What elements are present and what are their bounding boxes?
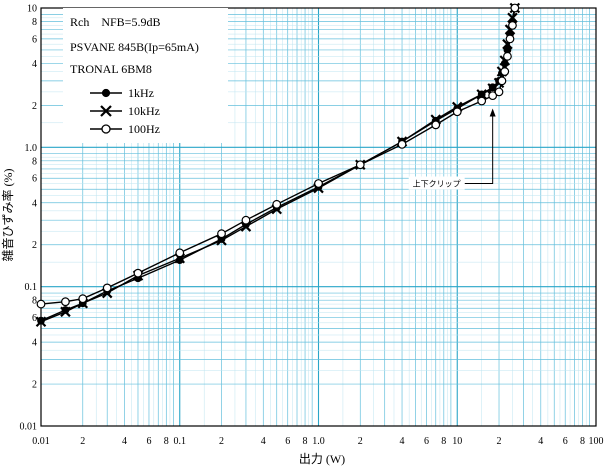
- y-tick-label: 2: [32, 101, 37, 112]
- data-point-100Hz: [494, 87, 504, 97]
- x-tick-label: 8: [164, 436, 169, 447]
- data-point-100Hz: [102, 283, 112, 293]
- data-point-100Hz: [133, 268, 143, 278]
- x-tick-label: 6: [146, 436, 151, 447]
- data-point-100Hz: [510, 3, 520, 13]
- data-point-100Hz: [61, 297, 70, 307]
- note-driver-tube: TRONAL 6BM8: [70, 62, 152, 76]
- x-tick-label: 100: [589, 436, 604, 447]
- y-tick-label: 4: [32, 338, 37, 349]
- data-point-100Hz: [314, 179, 323, 188]
- data-point-10kHz: [507, 12, 518, 24]
- y-tick-label: 4: [32, 198, 37, 209]
- x-tick-label: 8: [441, 436, 446, 447]
- y-tick-label: 8: [32, 156, 37, 167]
- data-point-100Hz: [452, 107, 462, 117]
- legend-label-1khz: 1kHz: [128, 86, 154, 100]
- legend-marker-100hz: [101, 124, 111, 134]
- data-point-100Hz: [431, 120, 441, 130]
- data-point-100Hz: [355, 160, 365, 170]
- x-tick-label: 2: [497, 436, 502, 447]
- data-point-10kHz: [216, 235, 227, 246]
- data-point-100Hz: [497, 76, 507, 86]
- x-tick-label: 0.01: [32, 436, 50, 447]
- x-tick-label: 10: [452, 436, 462, 447]
- x-tick-label: 4: [538, 436, 543, 447]
- data-point-10kHz: [60, 306, 71, 318]
- x-axis-title: 出力 (W): [299, 452, 345, 466]
- data-point-100Hz: [175, 248, 185, 258]
- legend-marker-10khz: [100, 105, 112, 117]
- x-tick-label: 2: [219, 436, 224, 447]
- data-point-100Hz: [488, 91, 498, 101]
- y-tick-label: 2: [32, 240, 37, 251]
- annotation-label: 上下クリップ: [413, 180, 461, 189]
- data-point-10kHz: [240, 221, 252, 232]
- y-tick-label: 6: [32, 174, 37, 185]
- note-output-tube: PSVANE 845B(Ip=65mA): [70, 40, 199, 54]
- annotation-label-bg: [408, 176, 465, 190]
- x-tick-label: 4: [400, 436, 405, 447]
- y-tick-label: 8: [32, 17, 37, 28]
- x-tick-label: 4: [122, 436, 127, 447]
- data-point-100Hz: [241, 215, 251, 225]
- y-tick-label: 1.0: [25, 143, 38, 154]
- x-tick-label: 6: [424, 436, 429, 447]
- clip-annotation: 上下クリップ: [408, 108, 496, 190]
- data-point-100Hz: [505, 34, 515, 44]
- data-point-100Hz: [503, 51, 512, 61]
- legend: 1kHz 10kHz 100Hz: [90, 86, 160, 136]
- legend-label-10khz: 10kHz: [128, 104, 160, 118]
- series-100Hz: [36, 3, 520, 309]
- x-tick-label: 2: [358, 436, 363, 447]
- y-tick-label: 6: [32, 313, 37, 324]
- x-tick-label: 8: [580, 436, 585, 447]
- data-point-10kHz: [476, 89, 487, 100]
- y-axis-title: 雑音ひずみ率 (%): [0, 169, 15, 262]
- y-tick-label: 6: [32, 34, 37, 45]
- note-nfb: Rch NFB=5.9dB: [70, 15, 160, 29]
- data-point-100Hz: [500, 67, 510, 76]
- tick-labels: 0.01 2 4 6 8 0.1 2 4 6 8 1.0 2 4 6 8 10 2 4 6 8 1000.0124680…: [20, 4, 604, 448]
- y-tick-label: 0.01: [20, 422, 38, 433]
- x-tick-label: 2: [80, 436, 85, 447]
- x-tick-label: 6: [563, 436, 568, 447]
- x-tick-label: 8: [303, 436, 308, 447]
- data-point-100Hz: [36, 299, 46, 309]
- x-tick-label: 4: [261, 436, 266, 447]
- annotation-leader: [464, 114, 494, 185]
- x-tick-label: 0.1: [174, 436, 187, 447]
- data-point-100Hz: [78, 294, 88, 304]
- data-point-100Hz: [272, 199, 282, 209]
- series-lines: [35, 2, 521, 328]
- plot-border: [40, 7, 597, 427]
- data-point-100Hz: [217, 229, 226, 239]
- y-tick-label: 2: [32, 380, 37, 391]
- plot-frame: [40, 7, 597, 427]
- data-point-100Hz: [397, 139, 407, 149]
- legend-marker-1khz: [101, 88, 111, 98]
- data-point-100Hz: [508, 21, 517, 30]
- x-tick-label: 1.0: [312, 436, 325, 447]
- y-tick-label: 10: [27, 4, 37, 15]
- legend-label-100hz: 100Hz: [128, 122, 160, 136]
- data-point-10kHz: [35, 316, 47, 328]
- legend-background: [63, 8, 228, 143]
- data-point-100Hz: [477, 96, 487, 106]
- annotation-arrowhead: [489, 108, 496, 117]
- y-tick-label: 8: [32, 296, 37, 307]
- y-tick-label: 0.1: [25, 282, 38, 293]
- y-tick-label: 4: [32, 59, 37, 70]
- x-tick-label: 6: [285, 436, 290, 447]
